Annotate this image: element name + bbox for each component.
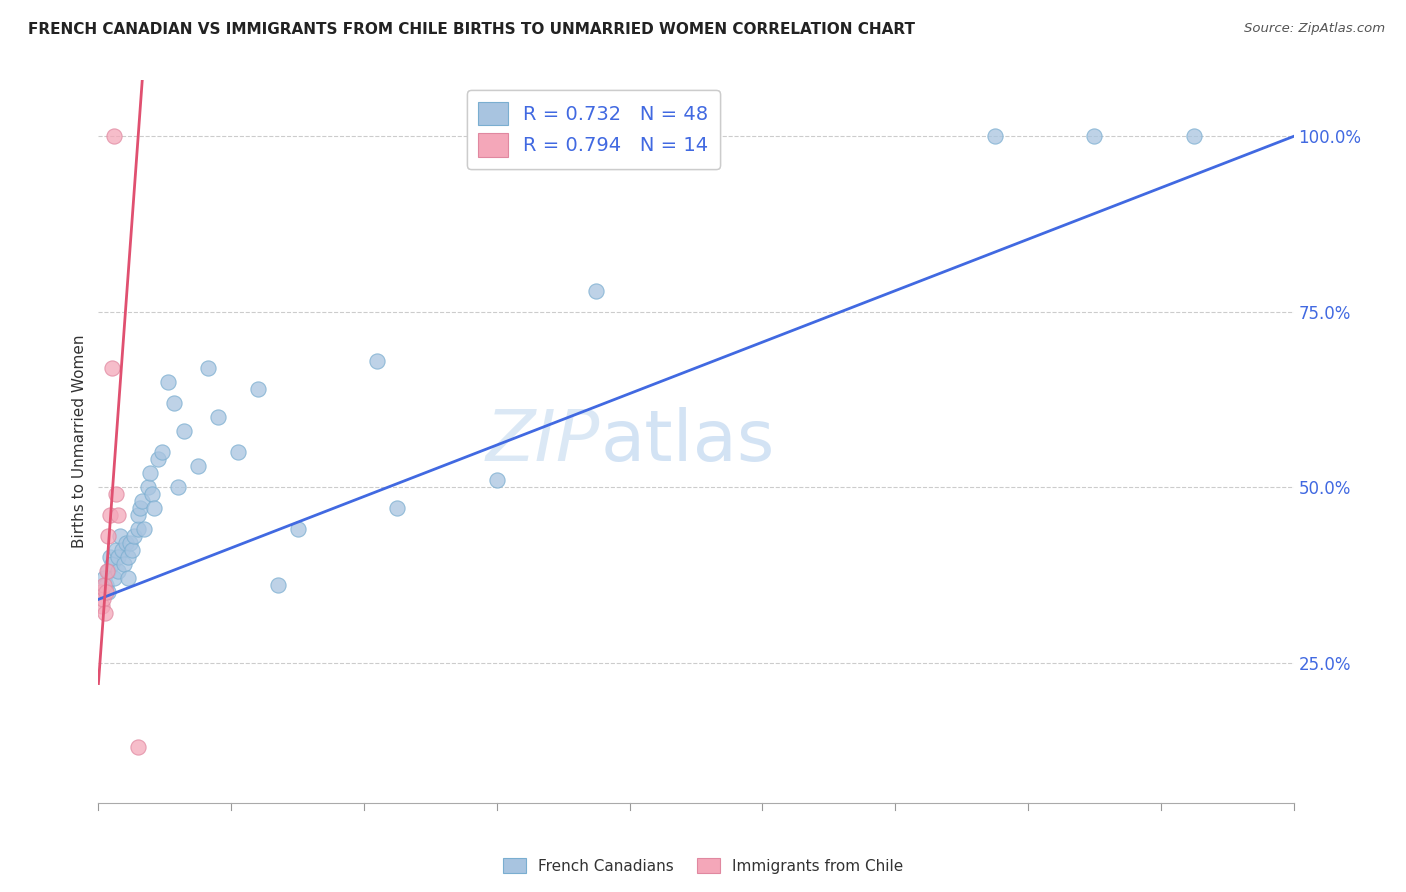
Point [117, 550, 139, 565]
Point [246, 382, 269, 396]
Text: Source: ZipAtlas.com: Source: ZipAtlas.com [1244, 22, 1385, 36]
Point [187, 459, 209, 474]
Point [197, 360, 219, 375]
Point [129, 501, 152, 516]
Point [97, 585, 120, 599]
Text: atlas: atlas [600, 407, 775, 476]
Point [485, 473, 508, 487]
Point [131, 494, 153, 508]
Point [121, 543, 143, 558]
Point [141, 487, 163, 501]
Point [1182, 129, 1205, 144]
Point [107, 508, 129, 523]
Point [127, 522, 149, 536]
Point [267, 578, 290, 592]
Point [101, 558, 124, 572]
Point [134, 522, 156, 536]
Point [117, 571, 139, 585]
Point [226, 445, 249, 459]
Point [96, 578, 118, 592]
Point [93, 571, 115, 585]
Point [97, 529, 120, 543]
Text: ZIP: ZIP [486, 407, 600, 476]
Point [98, 508, 122, 523]
Point [110, 529, 132, 543]
Point [94, 607, 117, 621]
Point [385, 501, 409, 516]
Point [93, 578, 115, 592]
Point [585, 284, 607, 298]
Point [107, 564, 129, 578]
Point [127, 508, 149, 523]
Text: FRENCH CANADIAN VS IMMIGRANTS FROM CHILE BIRTHS TO UNMARRIED WOMEN CORRELATION C: FRENCH CANADIAN VS IMMIGRANTS FROM CHILE… [28, 22, 915, 37]
Point [287, 522, 309, 536]
Point [984, 129, 1007, 144]
Point [98, 550, 122, 565]
Point [1083, 129, 1105, 144]
Point [157, 375, 180, 389]
Point [139, 466, 162, 480]
Legend: French Canadians, Immigrants from Chile: French Canadians, Immigrants from Chile [496, 852, 910, 880]
Y-axis label: Births to Unmarried Women: Births to Unmarried Women [72, 334, 87, 549]
Point [150, 445, 173, 459]
Point [91, 599, 114, 614]
Point [167, 480, 190, 494]
Point [127, 739, 149, 754]
Point [96, 585, 118, 599]
Point [143, 501, 166, 516]
Point [96, 564, 118, 578]
Point [124, 529, 146, 543]
Point [173, 424, 195, 438]
Point [148, 452, 170, 467]
Point [111, 543, 134, 558]
Point [105, 543, 128, 558]
Point [90, 585, 112, 599]
Legend: R = 0.732   N = 48, R = 0.794   N = 14: R = 0.732 N = 48, R = 0.794 N = 14 [467, 90, 720, 169]
Point [103, 129, 125, 144]
Point [366, 354, 388, 368]
Point [101, 360, 124, 375]
Point [163, 396, 186, 410]
Point [120, 536, 142, 550]
Point [207, 409, 229, 424]
Point [115, 536, 138, 550]
Point [105, 487, 128, 501]
Point [136, 480, 159, 494]
Point [103, 571, 125, 585]
Point [107, 550, 129, 565]
Point [112, 558, 135, 572]
Point [93, 592, 115, 607]
Point [97, 564, 120, 578]
